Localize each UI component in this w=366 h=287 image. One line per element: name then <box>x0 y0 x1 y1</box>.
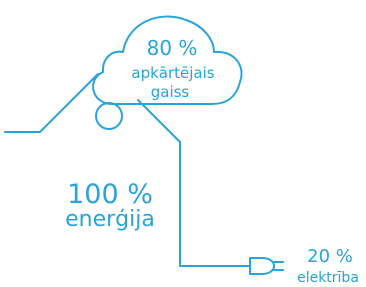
house-outline <box>5 74 244 266</box>
infographic: 80 % apkārtējais gaiss 100 % enerģija 20… <box>0 0 366 287</box>
cloud-label: gaiss <box>151 83 190 101</box>
plug-label: elektrība <box>297 270 359 286</box>
house-window <box>96 103 122 129</box>
house-label: enerģija <box>65 207 155 232</box>
plug-percent: 20 % <box>307 246 353 267</box>
page: 80 % apkārtējais gaiss 100 % enerģija 20… <box>0 0 366 287</box>
plug-icon <box>244 258 283 274</box>
cloud-label: apkārtējais <box>131 64 214 82</box>
house-percent: 100 % <box>67 179 153 210</box>
cloud-percent: 80 % <box>147 36 198 60</box>
